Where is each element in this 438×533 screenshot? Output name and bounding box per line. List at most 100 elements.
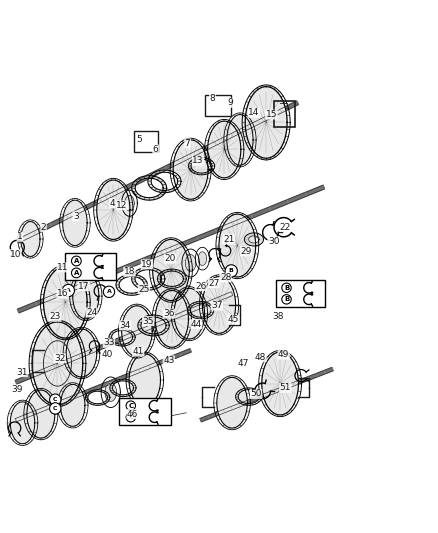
Text: 4: 4 xyxy=(110,199,115,208)
Text: 25: 25 xyxy=(138,285,150,294)
Polygon shape xyxy=(208,121,241,178)
Text: 40: 40 xyxy=(102,350,113,359)
Polygon shape xyxy=(138,315,169,336)
Polygon shape xyxy=(32,322,83,405)
Text: 43: 43 xyxy=(163,356,174,365)
Text: 14: 14 xyxy=(248,108,260,117)
Polygon shape xyxy=(132,176,166,200)
Text: B: B xyxy=(229,269,233,273)
Text: 20: 20 xyxy=(164,254,176,263)
Text: C: C xyxy=(128,403,133,409)
Polygon shape xyxy=(198,252,207,265)
Polygon shape xyxy=(66,329,97,377)
Text: 23: 23 xyxy=(49,312,61,321)
Bar xyxy=(134,131,158,152)
Polygon shape xyxy=(15,349,191,422)
Text: 24: 24 xyxy=(86,308,97,317)
Text: 11: 11 xyxy=(57,263,68,272)
Text: 3: 3 xyxy=(73,212,79,221)
Polygon shape xyxy=(43,266,87,338)
Text: 17: 17 xyxy=(78,281,89,290)
Polygon shape xyxy=(185,255,196,271)
Text: 15: 15 xyxy=(265,110,277,119)
Text: 10: 10 xyxy=(10,250,21,259)
Polygon shape xyxy=(219,214,256,277)
Circle shape xyxy=(49,394,61,405)
Bar xyxy=(205,95,231,116)
Polygon shape xyxy=(200,367,333,422)
Text: 2: 2 xyxy=(41,223,46,232)
Circle shape xyxy=(71,268,81,278)
Polygon shape xyxy=(122,306,152,357)
Polygon shape xyxy=(245,87,287,158)
Bar xyxy=(65,253,116,280)
Polygon shape xyxy=(105,383,117,401)
Polygon shape xyxy=(244,233,264,246)
Polygon shape xyxy=(109,328,135,346)
Polygon shape xyxy=(202,277,236,333)
Polygon shape xyxy=(132,268,165,290)
Text: C: C xyxy=(128,414,133,420)
Polygon shape xyxy=(63,200,87,246)
Text: 28: 28 xyxy=(220,273,231,282)
Text: 49: 49 xyxy=(278,350,290,359)
Text: 18: 18 xyxy=(124,267,135,276)
Polygon shape xyxy=(188,157,215,175)
Polygon shape xyxy=(110,379,136,397)
Circle shape xyxy=(49,403,61,414)
Polygon shape xyxy=(27,390,55,438)
Polygon shape xyxy=(129,354,160,406)
Circle shape xyxy=(225,265,237,277)
Bar xyxy=(276,280,325,306)
Polygon shape xyxy=(15,292,233,384)
Circle shape xyxy=(71,256,81,266)
Circle shape xyxy=(126,413,135,422)
Bar xyxy=(274,101,295,127)
Polygon shape xyxy=(85,390,110,405)
Text: 37: 37 xyxy=(211,301,223,310)
Polygon shape xyxy=(21,222,40,256)
Text: 32: 32 xyxy=(54,354,65,362)
Text: 6: 6 xyxy=(153,145,159,154)
Polygon shape xyxy=(155,290,188,348)
Polygon shape xyxy=(148,170,181,193)
Text: 1: 1 xyxy=(17,232,23,241)
Polygon shape xyxy=(157,269,186,288)
Polygon shape xyxy=(173,140,208,199)
Polygon shape xyxy=(125,195,134,211)
Text: A: A xyxy=(74,270,79,276)
Text: A: A xyxy=(74,258,79,264)
Text: 46: 46 xyxy=(127,409,138,418)
Text: A: A xyxy=(66,288,71,293)
Polygon shape xyxy=(116,274,148,295)
Text: 50: 50 xyxy=(251,390,262,399)
Text: 38: 38 xyxy=(272,312,284,321)
Polygon shape xyxy=(236,388,262,405)
Polygon shape xyxy=(217,377,247,428)
Circle shape xyxy=(282,295,291,304)
Text: 8: 8 xyxy=(209,94,215,103)
Circle shape xyxy=(103,286,115,297)
Polygon shape xyxy=(97,180,130,239)
Text: 34: 34 xyxy=(120,321,131,330)
Text: 13: 13 xyxy=(192,156,204,165)
Text: A: A xyxy=(106,289,111,294)
Text: 51: 51 xyxy=(279,383,291,392)
Text: 45: 45 xyxy=(227,315,239,324)
Circle shape xyxy=(126,401,135,410)
Text: 41: 41 xyxy=(133,347,144,356)
Text: C: C xyxy=(53,397,57,402)
Text: 30: 30 xyxy=(268,237,279,246)
Circle shape xyxy=(62,285,74,297)
Text: 47: 47 xyxy=(237,359,249,368)
Circle shape xyxy=(282,283,291,293)
Text: 26: 26 xyxy=(195,281,206,290)
Text: 19: 19 xyxy=(141,260,153,269)
Text: 39: 39 xyxy=(11,385,23,394)
Text: 29: 29 xyxy=(240,247,252,256)
Polygon shape xyxy=(60,384,85,426)
Text: 31: 31 xyxy=(16,368,28,377)
Bar xyxy=(120,398,171,425)
Text: 7: 7 xyxy=(185,139,191,148)
Text: 16: 16 xyxy=(57,289,68,298)
